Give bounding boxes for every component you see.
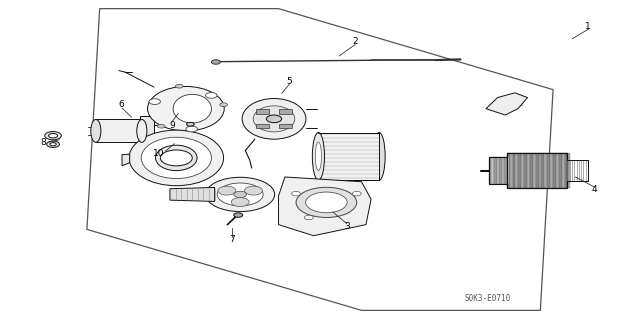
- Bar: [545, 153, 547, 188]
- Polygon shape: [278, 177, 371, 236]
- Circle shape: [234, 191, 246, 197]
- Ellipse shape: [312, 132, 324, 180]
- Circle shape: [218, 186, 236, 195]
- Text: 5: 5: [287, 77, 292, 86]
- Bar: [564, 153, 568, 188]
- Bar: [521, 153, 524, 188]
- Bar: [513, 153, 515, 188]
- Circle shape: [305, 215, 314, 220]
- Ellipse shape: [205, 177, 275, 211]
- Bar: [568, 153, 570, 188]
- Circle shape: [353, 191, 361, 196]
- Bar: [559, 153, 562, 188]
- Circle shape: [234, 213, 243, 217]
- Bar: [140, 116, 154, 146]
- Ellipse shape: [148, 86, 224, 131]
- Bar: [524, 153, 527, 188]
- Ellipse shape: [373, 132, 385, 180]
- Bar: [256, 109, 269, 114]
- Bar: [256, 124, 269, 128]
- Bar: [530, 153, 532, 188]
- Circle shape: [49, 133, 58, 138]
- Text: 3: 3: [344, 222, 349, 231]
- Ellipse shape: [242, 99, 306, 139]
- Text: 1: 1: [586, 22, 591, 31]
- Bar: [494, 157, 497, 184]
- Ellipse shape: [137, 120, 147, 142]
- Circle shape: [47, 141, 60, 147]
- Bar: [489, 157, 507, 184]
- Bar: [550, 153, 553, 188]
- Ellipse shape: [296, 187, 356, 218]
- Bar: [532, 153, 536, 188]
- Bar: [536, 153, 539, 188]
- Bar: [280, 109, 292, 114]
- Circle shape: [186, 126, 197, 132]
- Text: 2: 2: [352, 38, 358, 47]
- Circle shape: [175, 84, 183, 88]
- Ellipse shape: [306, 192, 347, 213]
- Bar: [489, 157, 492, 184]
- Bar: [556, 153, 559, 188]
- Circle shape: [291, 191, 300, 196]
- Bar: [539, 153, 541, 188]
- Polygon shape: [87, 9, 553, 310]
- Bar: [518, 153, 521, 188]
- Circle shape: [231, 197, 249, 206]
- Text: S0K3-E0710: S0K3-E0710: [465, 294, 511, 303]
- Circle shape: [157, 124, 165, 128]
- Bar: [507, 153, 509, 188]
- Text: 4: 4: [592, 185, 597, 194]
- Circle shape: [244, 186, 262, 195]
- Ellipse shape: [129, 130, 223, 186]
- Circle shape: [186, 122, 194, 126]
- Bar: [553, 153, 556, 188]
- Circle shape: [45, 131, 61, 140]
- Bar: [541, 153, 545, 188]
- Ellipse shape: [156, 145, 197, 171]
- Ellipse shape: [316, 142, 321, 171]
- Bar: [562, 153, 564, 188]
- Text: 6: 6: [118, 100, 124, 109]
- Bar: [507, 157, 509, 184]
- Ellipse shape: [91, 120, 101, 142]
- Ellipse shape: [173, 94, 211, 123]
- Bar: [504, 157, 507, 184]
- Bar: [502, 157, 504, 184]
- Text: 7: 7: [229, 235, 235, 244]
- Circle shape: [149, 99, 161, 105]
- Bar: [509, 153, 513, 188]
- Circle shape: [220, 103, 227, 107]
- Bar: [515, 153, 518, 188]
- Bar: [507, 153, 568, 188]
- Ellipse shape: [141, 137, 211, 179]
- Bar: [527, 153, 530, 188]
- Bar: [280, 124, 292, 128]
- Text: 8: 8: [40, 137, 45, 146]
- Polygon shape: [170, 188, 214, 201]
- Bar: [96, 120, 142, 142]
- Bar: [319, 132, 379, 180]
- Circle shape: [211, 60, 220, 64]
- Circle shape: [161, 150, 192, 166]
- Bar: [492, 157, 494, 184]
- Circle shape: [205, 93, 217, 98]
- Text: 9: 9: [169, 121, 175, 130]
- Bar: [497, 157, 499, 184]
- Circle shape: [266, 115, 282, 123]
- Bar: [499, 157, 502, 184]
- Ellipse shape: [217, 183, 263, 206]
- Polygon shape: [486, 93, 527, 115]
- Bar: [547, 153, 550, 188]
- Ellipse shape: [253, 106, 295, 132]
- Polygon shape: [122, 154, 130, 166]
- Text: 10: 10: [153, 149, 164, 158]
- Circle shape: [50, 143, 56, 146]
